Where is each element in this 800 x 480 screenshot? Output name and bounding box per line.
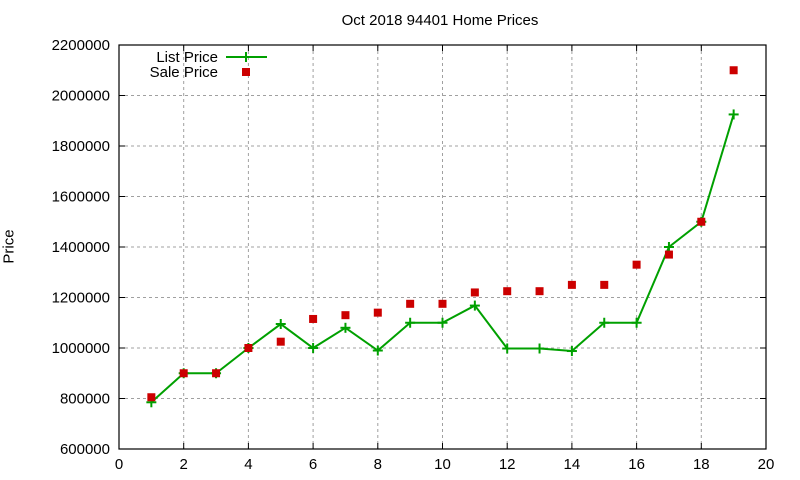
legend-label: List Price: [156, 49, 218, 66]
x-tick-label: 14: [564, 456, 581, 473]
x-tick-label: 18: [693, 456, 710, 473]
square-marker: [179, 369, 188, 378]
square-marker: [242, 68, 250, 76]
x-tick-label: 8: [374, 456, 382, 473]
square-marker: [567, 280, 576, 289]
y-tick-label: 1400000: [52, 239, 110, 256]
square-marker: [697, 217, 706, 226]
data-series: [146, 66, 739, 408]
y-tick-label: 600000: [60, 441, 110, 458]
series-sale-price: [147, 66, 738, 402]
square-marker: [244, 344, 253, 352]
square-marker: [664, 250, 673, 259]
y-tick-label: 1800000: [52, 138, 110, 155]
square-marker: [729, 66, 738, 75]
grid-lines: [119, 45, 766, 449]
square-marker: [276, 337, 285, 346]
square-marker: [309, 314, 318, 323]
square-marker: [147, 393, 156, 402]
square-marker: [212, 369, 221, 378]
y-tick-label: 1200000: [52, 290, 110, 307]
x-tick-label: 6: [309, 456, 317, 473]
axes: [118, 44, 767, 450]
square-marker: [632, 260, 641, 269]
chart-title: Oct 2018 94401 Home Prices: [341, 12, 539, 29]
x-tick-label: 0: [115, 456, 123, 473]
y-tick-label: 1600000: [52, 189, 110, 206]
square-marker: [600, 280, 609, 289]
legend-label: Sale Price: [150, 64, 218, 81]
y-tick-label: 2000000: [52, 88, 110, 105]
square-marker: [535, 287, 544, 296]
x-tick-label: 12: [499, 456, 516, 473]
y-tick-label: 800000: [60, 391, 110, 408]
square-marker: [470, 288, 479, 297]
square-marker: [373, 308, 382, 317]
x-tick-label: 20: [758, 456, 775, 473]
x-tick-label: 2: [180, 456, 188, 473]
square-marker: [406, 299, 415, 308]
x-tick-label: 16: [628, 456, 645, 473]
square-marker: [503, 287, 512, 296]
x-tick-label: 4: [244, 456, 252, 473]
square-marker: [341, 311, 350, 320]
tick-labels: 0 2 4 6 8 10 12 14 16 18 20 600000 800000 1000000 1200…: [52, 37, 775, 473]
square-marker: [438, 299, 447, 308]
y-tick-label: 1000000: [52, 340, 110, 357]
y-tick-label: 2200000: [52, 37, 110, 54]
x-tick-label: 10: [434, 456, 451, 473]
